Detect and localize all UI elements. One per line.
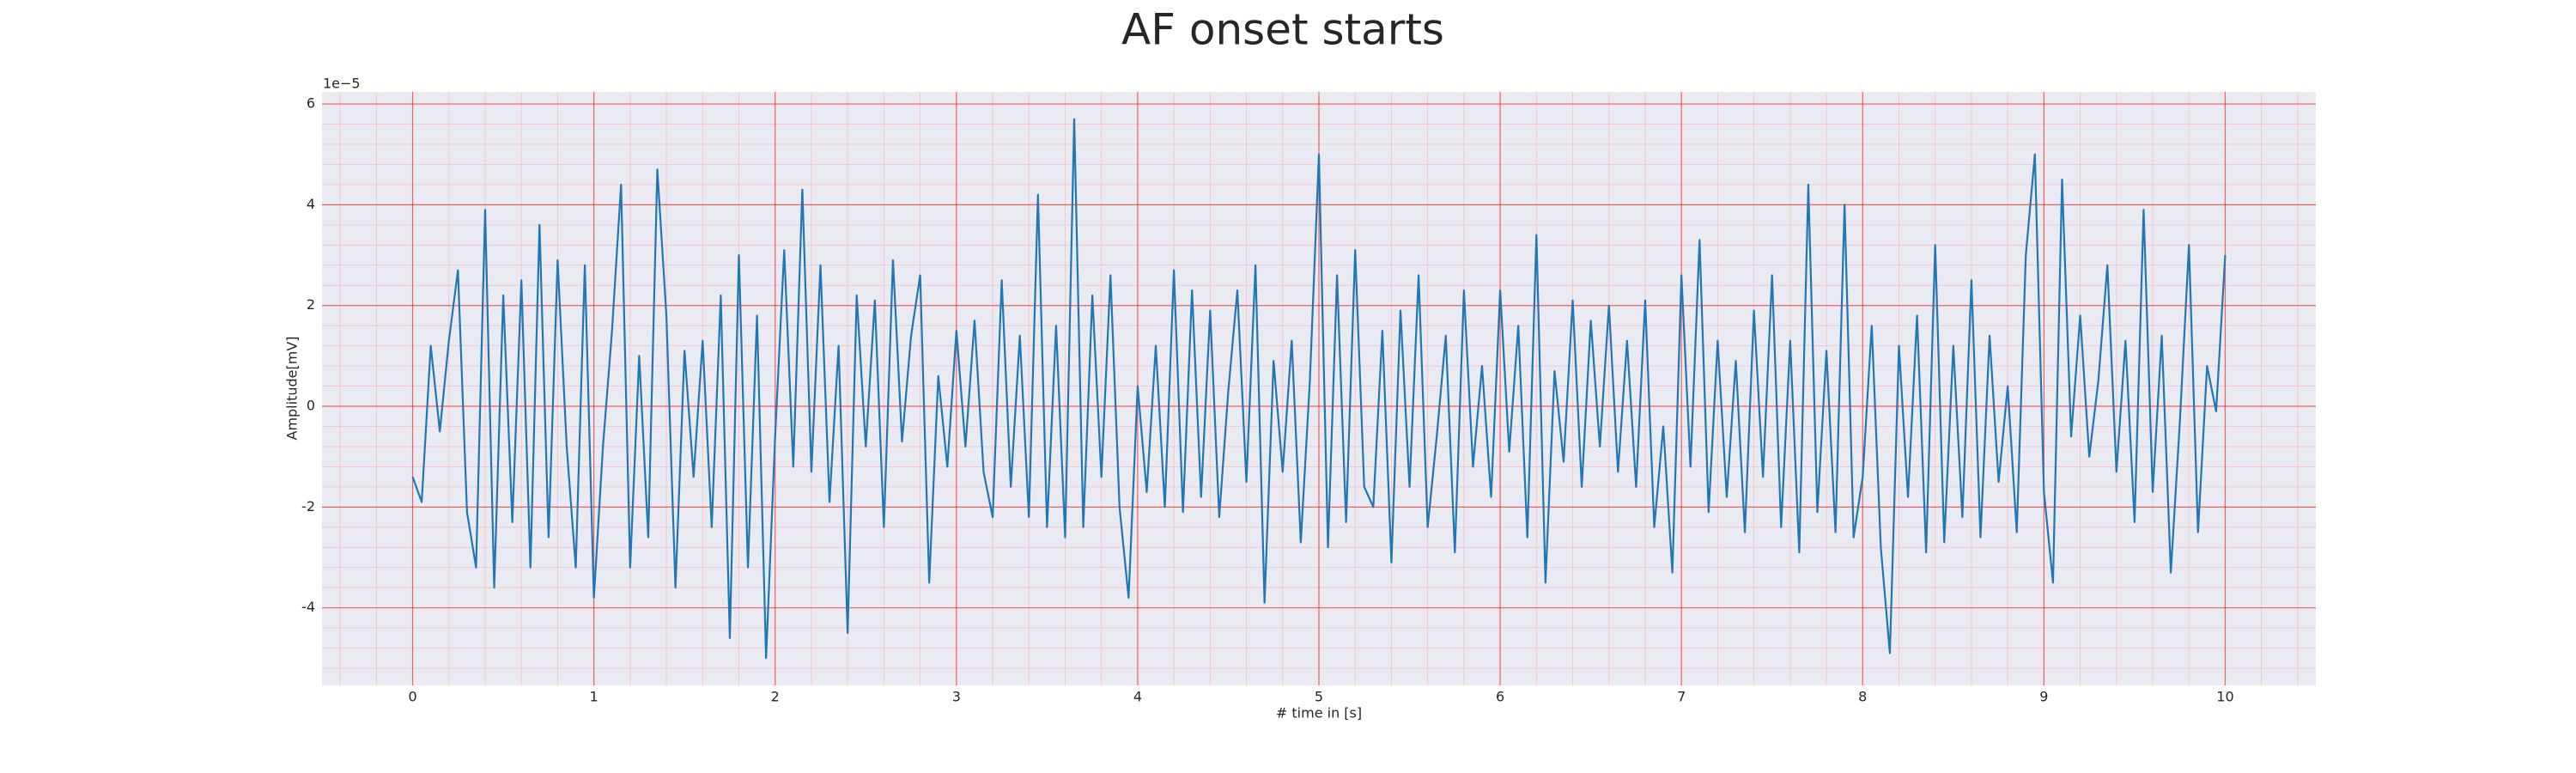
y-tick-label: 2	[307, 296, 315, 313]
y-tick-label: 0	[307, 398, 315, 414]
x-tick-label: 2	[771, 689, 780, 705]
x-tick-label: 10	[2216, 689, 2233, 705]
y-tick-label: 6	[307, 95, 315, 112]
x-tick-label: 0	[408, 689, 416, 705]
signal-line	[411, 118, 2227, 660]
marks	[411, 118, 2227, 660]
x-tick-label: 7	[1677, 689, 1686, 705]
x-tick-label: 3	[952, 689, 961, 705]
y-tick-label: -2	[301, 498, 315, 514]
labels: AF onset starts # time in [s] Amplitude[…	[284, 5, 2234, 721]
x-tick-label: 9	[2039, 689, 2048, 705]
x-axis-label: # time in [s]	[1276, 705, 1362, 721]
x-tick-label: 4	[1133, 689, 1142, 705]
y-tick-label: 4	[307, 196, 315, 212]
y-axis-label: Amplitude[mV]	[284, 336, 301, 440]
x-tick-label: 8	[1858, 689, 1867, 705]
chart-title: AF onset starts	[1121, 5, 1444, 55]
x-tick-label: 1	[590, 689, 598, 705]
x-tick-label: 5	[1315, 689, 1323, 705]
x-tick-label: 6	[1496, 689, 1504, 705]
y-offset-label: 1e−5	[323, 76, 361, 92]
y-tick-label: -4	[301, 599, 315, 615]
